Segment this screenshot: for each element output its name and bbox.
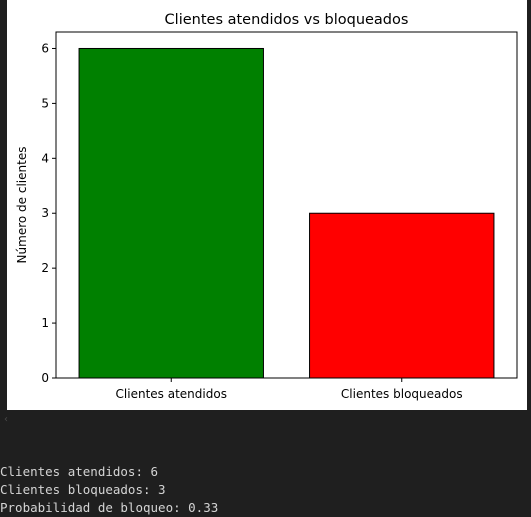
plot-frame <box>55 31 518 379</box>
y-tick-label: 5 <box>41 96 49 110</box>
y-tick-label: 0 <box>41 371 49 385</box>
y-tick-label: 1 <box>41 316 49 330</box>
console-line: Probabilidad de bloqueo: 0.33 <box>0 500 219 515</box>
y-tick-label: 3 <box>41 206 49 220</box>
bar-0 <box>78 47 264 379</box>
y-tick-label: 4 <box>41 151 49 165</box>
chart-panel: 0 1 2 3 4 5 6 Clientes atendidos Clientes bloque… <box>7 0 527 410</box>
y-tick-label: 6 <box>41 41 49 55</box>
x-tick-label: Clientes bloqueados <box>341 387 463 401</box>
console-output: Clientes atendidos: 6 Clientes bloqueado… <box>0 463 531 517</box>
bar-1 <box>309 212 495 379</box>
x-tick-label: Clientes atendidos <box>116 387 227 401</box>
chevron-left-icon[interactable]: ‹ <box>4 414 8 425</box>
bar-chart: 0 1 2 3 4 5 6 Clientes atendidos Clientes bloque… <box>15 12 518 401</box>
console-line: Clientes bloqueados: 3 <box>0 482 166 497</box>
console-line: Clientes atendidos: 6 <box>0 464 159 479</box>
y-tick-label: 2 <box>41 261 49 275</box>
chart-title: Clientes atendidos vs bloqueados <box>165 12 409 28</box>
y-axis-label: Número de clientes <box>15 147 29 264</box>
